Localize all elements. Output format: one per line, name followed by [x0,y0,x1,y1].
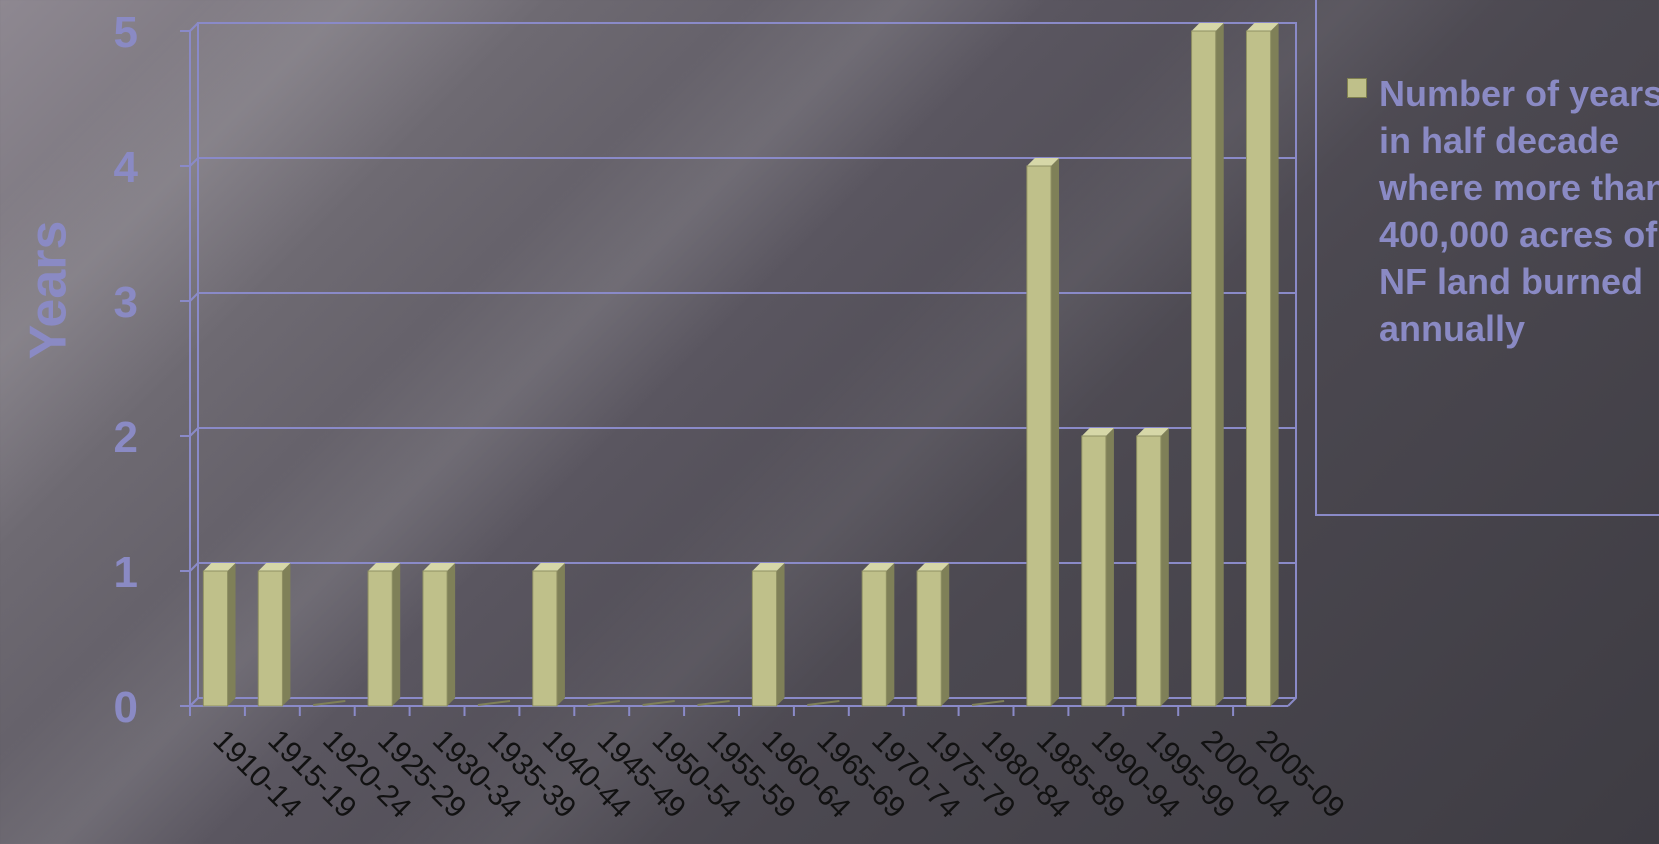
bar-top [1026,158,1060,166]
x-tick-labels: 1910-141915-191920-241925-291930-341935-… [207,724,1351,825]
gridline [189,22,1296,32]
y-axis-label: Years [19,220,77,360]
bar-zero [477,700,511,706]
bar [422,563,456,707]
bar-zero [587,700,620,706]
bar-top [1246,23,1279,31]
bar-side [392,563,401,706]
bar-side [776,563,785,706]
bar-top [422,563,456,571]
bar [916,563,950,707]
bar-side [1270,23,1279,706]
bar [1081,428,1114,707]
bar-side [556,563,565,706]
bar [532,563,565,707]
bar-top [203,563,236,571]
bar [861,563,895,707]
plot-frame [189,22,1297,707]
bar-side [282,563,291,706]
bar-top [752,563,785,571]
y-tick-label: 1 [114,548,138,597]
gridline [189,157,1296,167]
axes [180,22,1297,716]
bar-front [916,570,942,707]
gridline [189,292,1296,302]
bar-top [532,563,565,571]
y-tick-label: 3 [114,278,138,327]
bar-front [202,570,229,707]
bar-front [257,570,283,707]
legend: Number of years in half decade where mor… [1315,0,1659,516]
bar [1136,428,1169,707]
bar-side [1051,158,1060,706]
legend-swatch [1347,78,1367,98]
y-tick-label: 5 [114,8,138,57]
bar [1191,23,1224,707]
bar-front [1136,435,1162,707]
bar-front [1081,435,1107,707]
bar-front [367,570,393,707]
bar-top [258,563,291,571]
bar [1245,23,1279,707]
legend-label: Number of years in half decade where mor… [1379,73,1659,349]
bar-zero [971,700,1005,706]
bar-zero [313,700,346,706]
bar-front [1026,165,1052,707]
bars [202,23,1279,707]
bar-side [886,563,895,706]
y-tick-labels: 0 1 2 3 4 5 [114,8,139,732]
bar-front [1191,30,1217,707]
bar [257,563,291,707]
bar [202,563,236,707]
y-tick-label: 4 [114,143,139,192]
bar-front [861,570,887,707]
bar-top [1136,428,1169,436]
gridline [189,697,1296,707]
bar-side [1160,428,1169,706]
bar-front [422,570,448,707]
bar-side [941,563,950,706]
bar-side [1215,23,1224,706]
y-axis-title: Years [8,190,88,390]
bar [1026,158,1060,707]
bar-zero [697,700,730,706]
bar-top [862,563,895,571]
gridline [189,427,1296,437]
bar-side [227,563,236,706]
bar-top [1191,23,1224,31]
y-tick-label: 0 [114,683,138,732]
bar-top [1081,428,1114,436]
bar-side [1105,428,1114,706]
bar-side [447,563,456,706]
bar-front [532,570,558,707]
y-tick-label: 2 [114,413,138,462]
bar [367,563,401,707]
gridlines [189,22,1296,707]
bar-zero [642,700,675,706]
bar-zero [807,700,840,706]
bar-front [1245,30,1272,707]
bar-top [917,563,950,571]
gridline [189,562,1296,572]
bar-top [368,563,401,571]
bar-front [751,570,778,707]
bar [751,563,785,707]
